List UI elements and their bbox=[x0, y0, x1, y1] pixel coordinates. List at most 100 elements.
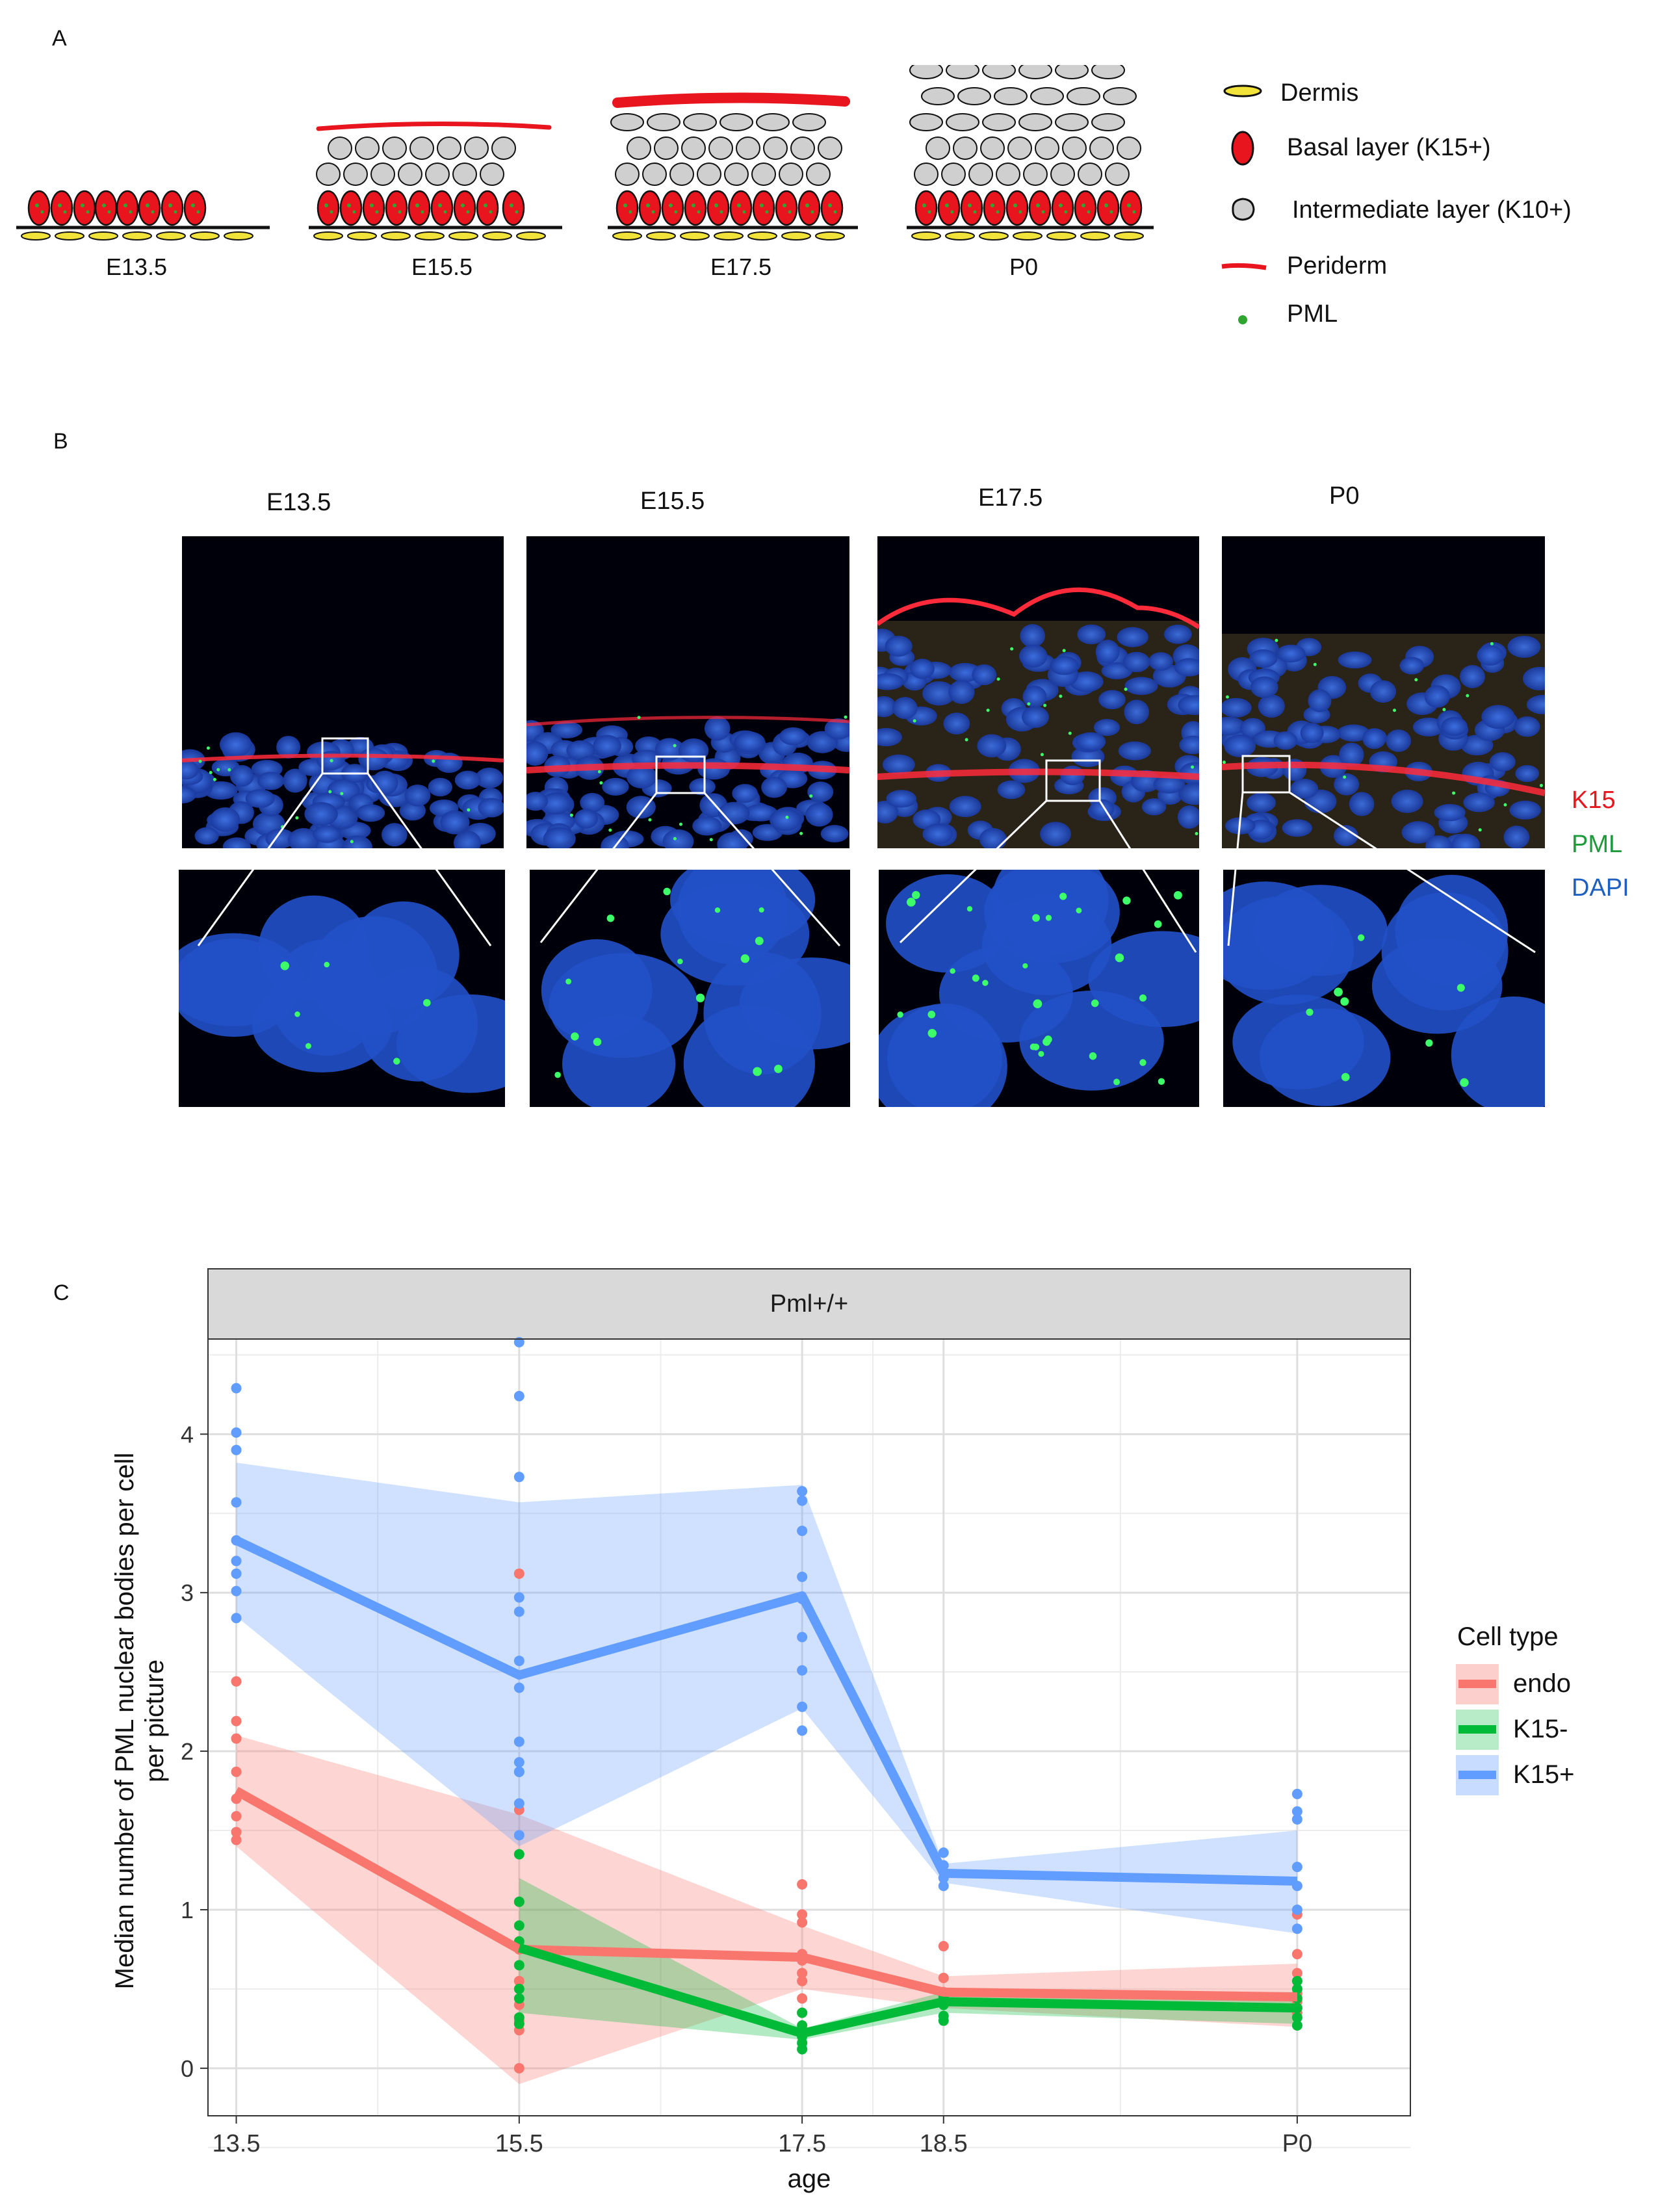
dermis-cell bbox=[781, 231, 811, 241]
x-tick-label: 13.5 bbox=[213, 2130, 261, 2157]
dapi-nucleus bbox=[549, 953, 698, 1058]
basal-cell bbox=[729, 190, 753, 226]
pml-dot bbox=[107, 210, 111, 214]
ci-ribbon-K15- bbox=[519, 1878, 1297, 2040]
pml-signal bbox=[467, 808, 471, 812]
intermediate-cell bbox=[669, 163, 694, 186]
intermediate-cell bbox=[398, 163, 422, 186]
dapi-nucleus bbox=[257, 772, 285, 790]
pml-dot bbox=[950, 210, 954, 214]
intermediate-cell bbox=[425, 163, 450, 186]
pml-nuclear-body bbox=[393, 1058, 400, 1065]
dapi-nucleus bbox=[770, 809, 801, 831]
facet-strip bbox=[207, 1268, 1411, 1340]
pml-signal bbox=[648, 818, 652, 822]
pml-signal bbox=[1043, 703, 1047, 707]
pml-nuclear-body bbox=[972, 974, 979, 982]
dermis-cell bbox=[945, 231, 975, 241]
pml-signal bbox=[679, 822, 682, 826]
dapi-nucleus bbox=[1089, 799, 1115, 819]
basal-cell bbox=[385, 190, 408, 226]
intermediate-cell bbox=[642, 163, 667, 186]
dapi-nucleus bbox=[892, 697, 918, 720]
basal-cell bbox=[502, 190, 525, 226]
pml-dot bbox=[1064, 210, 1068, 214]
basal-cell bbox=[453, 190, 476, 226]
pml-signal bbox=[1313, 662, 1317, 666]
dapi-nucleus bbox=[593, 735, 621, 757]
dapi-nucleus bbox=[1441, 716, 1468, 736]
pml-dot bbox=[347, 203, 351, 207]
dapi-nucleus bbox=[1463, 792, 1495, 813]
micro-title-p0: P0 bbox=[1329, 482, 1360, 510]
basal-cell bbox=[138, 190, 161, 226]
intermediate-cell bbox=[1117, 137, 1141, 160]
data-point-K15- bbox=[513, 1993, 525, 2004]
intermediate-cell bbox=[946, 61, 979, 79]
dermis-cell bbox=[347, 231, 377, 241]
pml-dot bbox=[1104, 203, 1108, 207]
dapi-nucleus bbox=[1117, 627, 1148, 647]
pml-nuclear-body bbox=[950, 968, 955, 974]
data-point-K15+ bbox=[1291, 1814, 1302, 1825]
basal-cell bbox=[1005, 190, 1029, 226]
legend-label-intermediate: Intermediate layer (K10+) bbox=[1292, 196, 1572, 224]
x-tick-label: P0 bbox=[1282, 2130, 1312, 2157]
k15-basal-band bbox=[877, 768, 1199, 780]
data-point-K15- bbox=[513, 1983, 525, 1994]
data-point-K15+ bbox=[797, 1701, 808, 1712]
dapi-nucleus bbox=[910, 658, 935, 679]
dapi-nucleus bbox=[404, 784, 431, 807]
pml-nuclear-body bbox=[305, 1043, 312, 1049]
intermediate-cell bbox=[968, 163, 993, 186]
data-point-K15- bbox=[1291, 2012, 1302, 2023]
dapi-nucleus bbox=[428, 777, 452, 797]
dapi-nucleus bbox=[1460, 665, 1485, 688]
legend-swatch-endo bbox=[1456, 1664, 1499, 1704]
dapi-nucleus bbox=[1019, 644, 1048, 668]
y-tick-label: 3 bbox=[181, 1580, 194, 1606]
basal-cell bbox=[661, 190, 684, 226]
pml-nuclear-body bbox=[1460, 1078, 1469, 1087]
data-point-endo bbox=[231, 1733, 242, 1744]
data-point-K15+ bbox=[1291, 1806, 1302, 1817]
dapi-nucleus bbox=[1349, 792, 1375, 816]
pml-signal bbox=[295, 816, 299, 820]
basal-cell bbox=[1119, 190, 1143, 226]
pml-dot bbox=[714, 203, 718, 207]
y-axis-title-line1: Median number of PML nuclear bodies per … bbox=[110, 1453, 139, 1990]
micrograph-e13-5-zoom bbox=[179, 870, 505, 1107]
y-axis-title: Median number of PML nuclear bodies per … bbox=[110, 1453, 169, 1990]
data-point-K15- bbox=[797, 2007, 808, 2018]
data-point-endo bbox=[938, 1972, 949, 1983]
data-point-K15+ bbox=[938, 1847, 949, 1858]
stage-label-p0: P0 bbox=[1009, 254, 1039, 280]
pml-signal bbox=[599, 781, 603, 785]
basal-cell bbox=[408, 190, 431, 226]
legend-label-k15-minus: K15- bbox=[1513, 1715, 1568, 1743]
data-point-K15- bbox=[1291, 1983, 1302, 1994]
intermediate-cell bbox=[452, 163, 477, 186]
basal-cell bbox=[476, 190, 499, 226]
pml-signal bbox=[673, 837, 677, 840]
data-point-endo bbox=[231, 1827, 242, 1838]
median-line-K15+ bbox=[234, 1536, 1298, 1886]
pml-dot bbox=[973, 210, 977, 214]
schematic-stage-0 bbox=[16, 190, 270, 241]
pml-nuclear-bodies-chart: Pml+/+ 0 1 2 3 4 13.5 15.5 17.5 18.5 P0 age Median n… bbox=[110, 1268, 1411, 2193]
pml-signal bbox=[350, 840, 354, 844]
dapi-nucleus bbox=[626, 764, 657, 788]
dapi-nucleus bbox=[551, 721, 583, 738]
pml-nuclear-body bbox=[571, 1032, 579, 1041]
data-point-K15+ bbox=[231, 1497, 242, 1508]
pml-signal bbox=[913, 719, 916, 723]
dermis-cell bbox=[156, 231, 186, 241]
basal-cell bbox=[706, 190, 730, 226]
dapi-nucleus bbox=[1178, 783, 1199, 805]
dapi-nucleus bbox=[1141, 798, 1167, 816]
data-point-K15+ bbox=[797, 1665, 808, 1676]
pml-signal bbox=[1275, 638, 1278, 642]
pml-dot bbox=[692, 203, 695, 207]
pml-signal bbox=[637, 716, 641, 720]
pml-dot bbox=[805, 203, 809, 207]
